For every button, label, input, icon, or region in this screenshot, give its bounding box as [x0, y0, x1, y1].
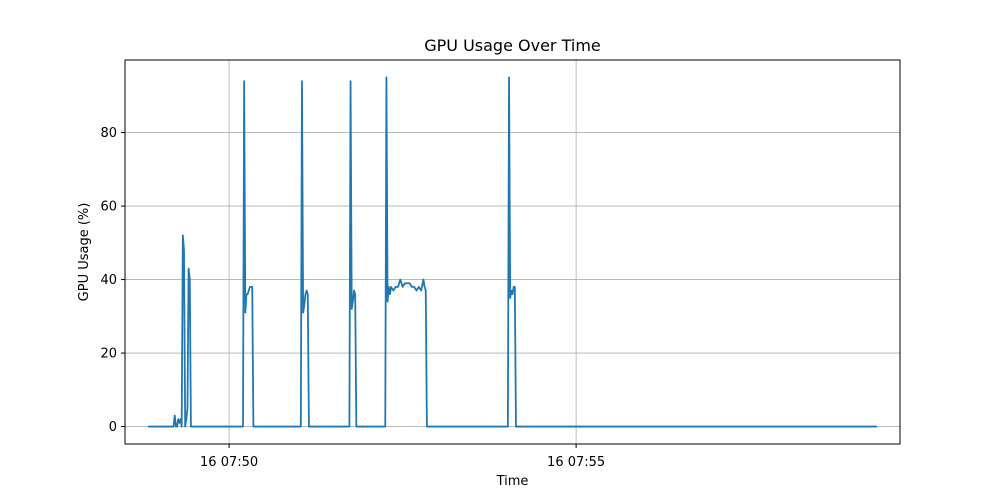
x-axis-title: Time: [496, 474, 529, 489]
y-tick-label: 20: [100, 347, 117, 362]
y-axis-title: GPU Usage (%): [77, 203, 92, 302]
series-line: [148, 76, 877, 428]
y-tick-label: 60: [100, 200, 117, 215]
y-tick-label: 0: [109, 420, 117, 435]
x-tick-label: 16 07:55: [547, 455, 605, 470]
x-tick-label: 16 07:50: [200, 455, 258, 470]
y-axis-ticks: 0 20 40 60 80: [100, 126, 125, 435]
y-tick-label: 40: [100, 273, 117, 288]
series-layer: [148, 76, 877, 428]
chart-title: GPU Usage Over Time: [424, 36, 601, 55]
x-axis-ticks: 16 07:50 16 07:55: [200, 444, 605, 470]
plot-frame: [124, 59, 901, 445]
y-tick-label: 80: [100, 126, 117, 141]
